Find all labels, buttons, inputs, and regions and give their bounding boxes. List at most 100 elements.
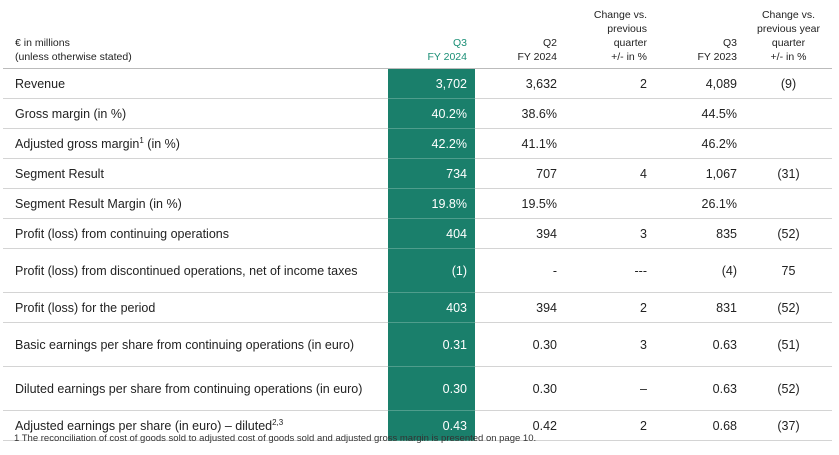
value-cell: 41.1%: [475, 128, 565, 159]
value-cell: [565, 128, 655, 159]
label-text: Segment Result Margin (in %): [15, 196, 182, 211]
value-cell: 0.42: [475, 410, 565, 441]
value-cell: 75: [745, 248, 832, 293]
value-cell: 707: [475, 158, 565, 189]
row-label: Profit (loss) from continuing operations: [3, 218, 388, 249]
header-line: previous: [607, 23, 647, 35]
value-cell: ---: [565, 248, 655, 293]
value-cell: 0.30: [475, 322, 565, 367]
value-cell: 2: [565, 292, 655, 323]
cell-value: 394: [536, 300, 557, 315]
cell-value: 1,067: [705, 166, 737, 181]
label-text: Gross margin (in %): [15, 106, 127, 121]
value-cell: 831: [655, 292, 745, 323]
cell-value: (1): [451, 263, 467, 278]
cell-value: 3: [640, 226, 647, 241]
cell-value: 19.8%: [431, 196, 467, 211]
cell-value: 0.30: [532, 337, 557, 352]
value-cell: 40.2%: [388, 98, 475, 129]
row-label: Revenue: [3, 68, 388, 99]
cell-value: 42.2%: [431, 136, 467, 151]
cell-value: 707: [536, 166, 557, 181]
header-line: FY 2024: [517, 51, 557, 63]
cell-value: (31): [777, 166, 800, 181]
value-cell: (31): [745, 158, 832, 189]
label-text: Profit (loss) from discontinued operatio…: [15, 263, 358, 278]
value-cell: 0.30: [475, 366, 565, 411]
header-line: Change vs.: [761, 9, 816, 21]
cell-value: 0.30: [532, 381, 557, 396]
value-cell: 394: [475, 292, 565, 323]
header-label: € in millions (unless otherwise stated): [3, 0, 388, 69]
value-cell: 0.68: [655, 410, 745, 441]
table-header: € in millions (unless otherwise stated) Q3…: [3, 0, 832, 69]
cell-value: (51): [777, 337, 800, 352]
header-line: Change vs.: [593, 9, 647, 21]
value-cell: (37): [745, 410, 832, 441]
column-header: Q2 FY 2024: [475, 0, 565, 69]
value-cell: [565, 188, 655, 219]
row-label: Segment Result Margin (in %): [3, 188, 388, 219]
table-row: Adjusted earnings per share (in euro) – …: [3, 410, 832, 441]
value-cell: 3,702: [388, 68, 475, 99]
cell-value: 0.42: [532, 418, 557, 433]
value-cell: 734: [388, 158, 475, 189]
row-label: Diluted earnings per share from continui…: [3, 366, 388, 411]
header-line: +/- in %: [770, 51, 807, 63]
table-row: Adjusted gross margin1 (in %) 42.2% 41.1% 4…: [3, 128, 832, 159]
cell-value: 3,702: [435, 76, 467, 91]
footnote: 1 The reconciliation of cost of goods so…: [14, 433, 537, 444]
table-row: Profit (loss) from discontinued operatio…: [3, 248, 832, 293]
value-cell: 835: [655, 218, 745, 249]
cell-value: 0.68: [712, 418, 737, 433]
cell-value: 394: [536, 226, 557, 241]
table-body: Revenue 3,702 3,632 2 4,089 (9) Gross margin (…: [3, 68, 832, 441]
cell-value: 40.2%: [431, 106, 467, 121]
header-line: Q3: [452, 37, 467, 49]
cell-value: ---: [634, 263, 648, 278]
value-cell: 0.63: [655, 322, 745, 367]
header-line: FY 2023: [697, 51, 737, 63]
row-label: Basic earnings per share from continuing…: [3, 322, 388, 367]
value-cell: [745, 98, 832, 129]
value-cell: 394: [475, 218, 565, 249]
cell-value: –: [640, 381, 647, 396]
header-line: quarter: [613, 37, 647, 49]
label-text: Segment Result: [15, 166, 104, 181]
row-label: Profit (loss) for the period: [3, 292, 388, 323]
table-row: Gross margin (in %) 40.2% 38.6% 44.5%: [3, 98, 832, 129]
table-row: Segment Result 734 707 4 1,067 (31): [3, 158, 832, 189]
header-line: quarter: [771, 37, 806, 49]
cell-value: 0.30: [442, 381, 467, 396]
header-line: € in millions: [15, 37, 70, 49]
cell-value: 0.63: [712, 381, 737, 396]
label-text: Diluted earnings per share from continui…: [15, 381, 363, 396]
header-line: Q2: [542, 37, 557, 49]
value-cell: 0.63: [655, 366, 745, 411]
value-cell: 403: [388, 292, 475, 323]
cell-value: (4): [721, 263, 737, 278]
value-cell: 0.30: [388, 366, 475, 411]
cell-value: 26.1%: [701, 196, 737, 211]
cell-value: -: [552, 263, 557, 278]
cell-value: 403: [446, 300, 467, 315]
column-header: Q3 FY 2024: [388, 0, 475, 69]
value-cell: 2: [565, 68, 655, 99]
table-row: Revenue 3,702 3,632 2 4,089 (9): [3, 68, 832, 99]
value-cell: (9): [745, 68, 832, 99]
value-cell: 46.2%: [655, 128, 745, 159]
label-text: Profit (loss) from continuing operations: [15, 226, 229, 241]
value-cell: (4): [655, 248, 745, 293]
cell-value: 734: [446, 166, 467, 181]
value-cell: 26.1%: [655, 188, 745, 219]
cell-value: 2: [640, 76, 647, 91]
column-header: Change vs. previous year quarter +/- in %: [745, 0, 832, 69]
value-cell: 42.2%: [388, 128, 475, 159]
header-row: € in millions (unless otherwise stated) Q3…: [3, 0, 832, 69]
footnote-ref: 2,3: [272, 417, 284, 427]
row-label: Profit (loss) from discontinued operatio…: [3, 248, 388, 293]
cell-value: 4,089: [705, 76, 737, 91]
results-table: € in millions (unless otherwise stated) Q3…: [3, 0, 832, 441]
table-row: Segment Result Margin (in %) 19.8% 19.5% 26…: [3, 188, 832, 219]
value-cell: 4,089: [655, 68, 745, 99]
